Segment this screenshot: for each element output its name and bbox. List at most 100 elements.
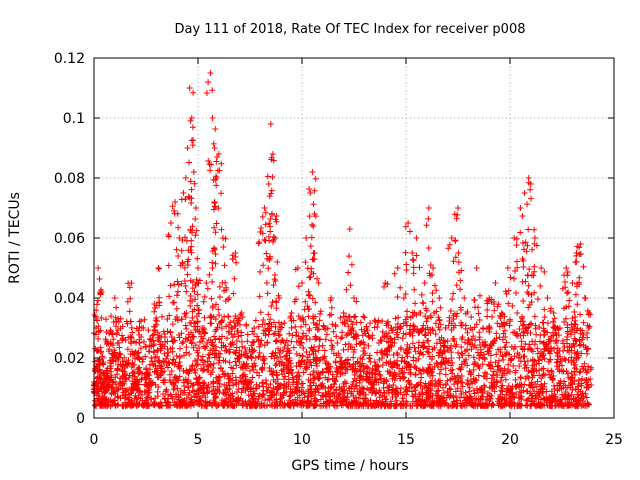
- data-point: [171, 210, 178, 217]
- data-point: [113, 304, 120, 311]
- data-point: [562, 389, 569, 396]
- data-point: [204, 358, 211, 365]
- data-point: [442, 371, 449, 378]
- data-point: [129, 359, 136, 366]
- data-point: [528, 320, 535, 327]
- data-point: [302, 321, 309, 328]
- data-point: [457, 366, 464, 373]
- data-point: [259, 379, 266, 386]
- data-point: [497, 402, 504, 409]
- data-point: [305, 291, 312, 298]
- data-point: [204, 398, 211, 405]
- data-point: [575, 380, 582, 387]
- data-point: [94, 398, 101, 405]
- data-point: [346, 226, 353, 232]
- data-point: [348, 400, 355, 407]
- data-point: [350, 314, 357, 321]
- data-point: [348, 398, 355, 405]
- data-point: [511, 235, 518, 241]
- data-point: [378, 401, 385, 408]
- data-point: [210, 397, 217, 404]
- data-point: [476, 317, 483, 324]
- data-point: [320, 400, 327, 407]
- data-point: [258, 224, 265, 231]
- data-point: [455, 205, 461, 211]
- data-point: [345, 323, 352, 330]
- data-point: [458, 350, 465, 357]
- data-point: [240, 400, 247, 407]
- y-tick-label: 0.04: [54, 291, 85, 307]
- data-point: [315, 326, 322, 333]
- data-point: [205, 367, 212, 374]
- data-point: [233, 396, 240, 403]
- data-point: [454, 385, 461, 392]
- data-point: [525, 368, 532, 375]
- data-point: [429, 290, 436, 297]
- data-point: [470, 387, 477, 394]
- data-point: [577, 368, 584, 375]
- data-point: [112, 323, 119, 330]
- data-point: [194, 347, 201, 354]
- data-point: [169, 345, 176, 352]
- data-point: [157, 399, 164, 406]
- data-point: [345, 340, 352, 347]
- data-point: [553, 337, 560, 344]
- data-point: [573, 401, 580, 408]
- data-point: [418, 291, 425, 298]
- data-point: [177, 391, 184, 398]
- data-point: [459, 352, 466, 359]
- data-point: [188, 243, 195, 250]
- data-point: [202, 402, 209, 409]
- data-point: [400, 330, 407, 337]
- data-point: [107, 327, 114, 334]
- data-point: [576, 274, 583, 281]
- data-point: [269, 402, 276, 409]
- data-point: [525, 226, 532, 233]
- data-point: [522, 278, 529, 285]
- data-point: [259, 356, 266, 363]
- data-point: [259, 390, 266, 397]
- data-point: [136, 378, 143, 385]
- data-point: [300, 389, 307, 396]
- data-point: [568, 369, 575, 376]
- data-point: [179, 401, 186, 408]
- data-point: [517, 374, 524, 381]
- data-point: [311, 250, 318, 257]
- data-point: [466, 384, 473, 391]
- data-point: [184, 262, 191, 269]
- data-point: [541, 268, 548, 275]
- data-point: [328, 304, 335, 311]
- data-point: [368, 402, 375, 409]
- data-point: [113, 318, 120, 325]
- data-point: [506, 395, 513, 402]
- data-point: [409, 256, 416, 263]
- data-point: [537, 402, 544, 409]
- data-point: [196, 397, 203, 404]
- data-point: [481, 402, 488, 409]
- data-point: [569, 315, 576, 322]
- data-point: [265, 331, 272, 338]
- data-point: [126, 372, 133, 379]
- data-point: [206, 161, 213, 168]
- data-point: [271, 355, 278, 362]
- data-point: [207, 371, 214, 378]
- data-point: [309, 169, 316, 175]
- data-point: [425, 205, 432, 211]
- data-point: [246, 367, 253, 374]
- data-point: [151, 402, 158, 409]
- data-point: [473, 321, 480, 328]
- x-tick-label: 0: [90, 432, 99, 448]
- data-point: [453, 341, 460, 348]
- data-point: [526, 321, 533, 328]
- data-point: [135, 349, 142, 356]
- data-point: [537, 282, 544, 289]
- data-point: [318, 383, 325, 390]
- data-point: [194, 361, 201, 368]
- data-point: [268, 187, 275, 194]
- data-point: [100, 370, 107, 377]
- data-point: [295, 369, 302, 376]
- data-point: [580, 263, 587, 270]
- data-point: [394, 294, 401, 301]
- data-point: [326, 402, 333, 409]
- data-point: [582, 390, 589, 397]
